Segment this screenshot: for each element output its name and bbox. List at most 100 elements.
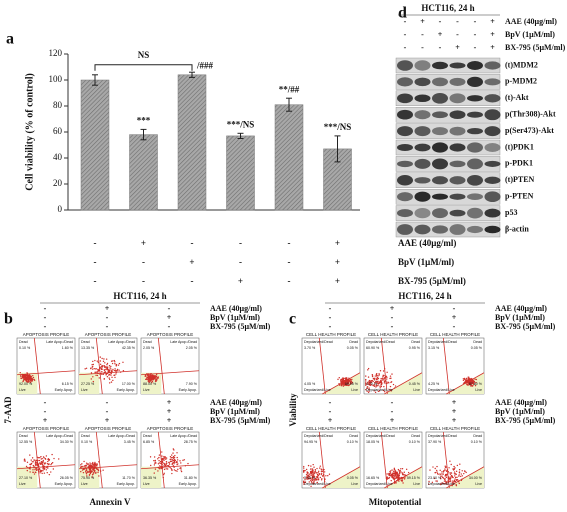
blot-band (484, 208, 501, 218)
condition-label: BX-795 (5μM/ml) (210, 322, 271, 331)
event-dot (180, 469, 182, 471)
event-dot (313, 472, 316, 475)
event-dot (385, 375, 388, 377)
plot-title: CELL HEALTH PROFILE (430, 332, 480, 337)
event-dot (22, 377, 25, 379)
event-dot (122, 361, 124, 363)
event-dot (373, 383, 375, 386)
event-dot (159, 460, 162, 463)
quadrant-label: Live (413, 482, 420, 486)
event-dot (307, 477, 310, 479)
event-dot (171, 463, 173, 466)
event-dot (390, 479, 392, 482)
event-dot (173, 466, 175, 468)
event-dot (377, 384, 379, 386)
event-dot (304, 481, 306, 484)
event-dot (402, 473, 404, 475)
event-dot (29, 380, 31, 383)
gate-line (384, 466, 423, 489)
event-dot (368, 388, 370, 390)
panel-letter: d (398, 5, 407, 22)
event-dot (458, 471, 461, 473)
event-dot (110, 365, 112, 368)
event-dot (441, 482, 444, 484)
quadrant-percent: 31.80 % (184, 476, 198, 480)
event-dot (306, 478, 308, 480)
event-dot (88, 469, 91, 471)
event-dot (21, 375, 24, 377)
event-dot (47, 460, 49, 463)
event-dot (102, 365, 104, 367)
quadrant-label: Depolarized/Dead (366, 340, 395, 344)
condition-sign: - (453, 304, 456, 313)
event-dot (171, 472, 173, 475)
event-dot (313, 479, 316, 481)
event-dot (154, 459, 157, 462)
event-dot (45, 466, 47, 469)
event-dot (367, 391, 370, 394)
event-dot (440, 476, 442, 478)
event-dot (165, 458, 167, 460)
event-dot (428, 483, 430, 485)
blot-band (449, 110, 466, 119)
quadrant-label: Live (143, 388, 150, 392)
event-dot (35, 464, 37, 467)
quadrant-label: Dead (411, 434, 420, 438)
event-dot (45, 469, 47, 471)
event-dot (158, 462, 161, 464)
event-dot (51, 453, 53, 456)
event-dot (391, 469, 393, 471)
event-dot (464, 381, 466, 383)
blot-band (432, 225, 448, 234)
event-dot (33, 465, 35, 468)
event-dot (453, 471, 456, 473)
condition-label: AAE (40μg/ml) (505, 17, 557, 26)
event-dot (163, 465, 166, 467)
condition-sign: + (390, 304, 395, 313)
plot-title: CELL HEALTH PROFILE (368, 332, 418, 337)
event-dot (32, 461, 34, 463)
treatment-sign: - (288, 257, 291, 267)
event-dot (153, 464, 156, 466)
treatment-sign: - (288, 276, 291, 286)
panel-letter: c (289, 311, 296, 328)
event-dot (47, 458, 49, 460)
event-dot (147, 378, 149, 381)
event-dot (45, 455, 48, 457)
event-dot (432, 466, 434, 468)
x-axis-label: Mitopotential (369, 497, 422, 507)
event-dot (144, 375, 146, 377)
event-dot (101, 371, 103, 373)
live-region (17, 466, 38, 488)
event-dot (161, 455, 163, 457)
event-dot (310, 485, 312, 488)
condition-sign: - (421, 43, 424, 52)
event-dot (378, 374, 380, 376)
panel-letter: a (6, 31, 14, 48)
event-dot (151, 378, 153, 380)
event-dot (383, 382, 386, 384)
event-dot (376, 372, 378, 375)
event-dot (448, 478, 450, 480)
event-dot (347, 380, 350, 382)
blot-band (467, 76, 483, 88)
quadrant-percent: 3.40 % (304, 476, 316, 480)
event-dot (308, 481, 310, 483)
event-dot (92, 360, 94, 363)
event-dot (380, 384, 382, 386)
treatment-sign: + (189, 257, 194, 267)
blot-band (414, 224, 431, 235)
event-dot (383, 391, 386, 393)
event-dot (455, 479, 458, 481)
event-dot (312, 478, 314, 481)
blot-band (414, 60, 431, 71)
condition-sign: + (490, 17, 495, 26)
event-dot (347, 382, 350, 384)
event-dot (171, 460, 173, 463)
event-dot (382, 389, 385, 392)
gate-line (446, 372, 485, 395)
quadrant-label: Dead (143, 340, 152, 344)
condition-sign: - (456, 30, 459, 39)
event-dot (309, 479, 312, 481)
quadrant-percent: 59.15 % (407, 476, 421, 480)
